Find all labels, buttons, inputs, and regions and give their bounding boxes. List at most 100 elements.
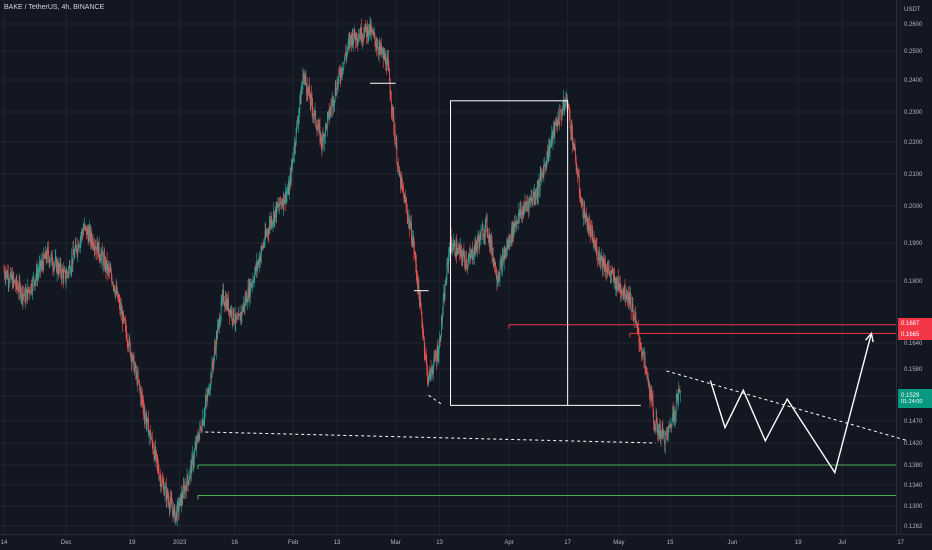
candle-body [490, 240, 492, 248]
candle-body [559, 111, 561, 124]
time-tick-label: 19 [129, 540, 136, 546]
candle-body [267, 230, 269, 233]
candle-body [528, 199, 530, 210]
candle-body [640, 346, 642, 348]
candle-body [564, 103, 565, 112]
candle-body [384, 53, 386, 61]
candle-body [397, 166, 399, 168]
candle-body [317, 128, 319, 130]
candle-body [572, 132, 573, 146]
candle-body [201, 430, 203, 432]
candle-body [581, 202, 583, 206]
candle-body [476, 242, 478, 249]
candle-body [417, 279, 419, 289]
candle-body [659, 424, 661, 432]
candle-body [513, 223, 515, 236]
candle-body [462, 255, 464, 261]
candle-body [263, 244, 265, 246]
candle-body [492, 254, 494, 264]
candle-body [616, 286, 618, 290]
candle-body [304, 76, 306, 78]
candle-body [509, 235, 511, 243]
price-tick-label: 0.1340 [904, 483, 923, 489]
candle-body [218, 320, 220, 327]
candle-body [256, 262, 257, 271]
candle-body [493, 258, 495, 264]
time-axis[interactable]: 14 Dec 19 2023 16 Feb 13 Mar 13 Apr 17 May 15 Jun 19 Ju… [1, 540, 905, 546]
price-tick-label: 0.1470 [904, 419, 923, 425]
candle-body [354, 29, 356, 37]
candle-body [348, 41, 350, 43]
candle-body [197, 436, 199, 440]
candle-body [337, 77, 339, 85]
candle-body [514, 224, 516, 227]
candle-body [538, 180, 540, 186]
candle-body [559, 110, 561, 112]
candle-body [153, 450, 154, 453]
candle-body [596, 246, 598, 259]
candle-body [539, 174, 541, 189]
candle-body [18, 291, 20, 293]
candle-body [250, 283, 252, 287]
candle-body [150, 430, 151, 440]
candle-body [546, 151, 548, 166]
candle-body [29, 289, 31, 293]
candle-body [580, 202, 582, 204]
candle-body [295, 142, 296, 147]
candle-body [270, 218, 272, 225]
candle-body [374, 33, 376, 40]
candle-body [182, 485, 184, 498]
candle-body [17, 286, 18, 288]
range-rectangle[interactable] [450, 100, 569, 406]
candle-body [221, 294, 223, 301]
candle-body [680, 390, 681, 393]
candle-body [610, 273, 612, 275]
candle-body [124, 322, 126, 325]
candle-body [621, 291, 623, 295]
candle-body [516, 220, 518, 223]
candle-body [563, 99, 565, 112]
candle-body [39, 260, 41, 266]
candle-body [223, 302, 225, 305]
candle-body [118, 300, 120, 302]
projection-path[interactable] [709, 333, 873, 475]
candle-body [119, 300, 121, 310]
candle-body [534, 192, 536, 199]
candle-body [624, 284, 626, 299]
candle-body [474, 246, 476, 254]
candle-body [311, 94, 312, 99]
candle-body [641, 347, 642, 353]
candle-body [270, 219, 271, 225]
candle-body [147, 418, 149, 421]
candle-body [581, 201, 583, 206]
candle-body [364, 29, 365, 38]
candle-body [79, 239, 81, 246]
candle-body [16, 278, 18, 287]
candle-body [32, 277, 34, 279]
candle-body [505, 248, 507, 254]
candle-body [301, 88, 303, 93]
candle-body [426, 360, 428, 367]
candle-body [660, 437, 662, 439]
candle-body [84, 224, 86, 227]
price-tick-label: 0.1380 [904, 463, 923, 469]
candle-body [49, 261, 51, 264]
candle-body [392, 106, 393, 114]
candle-body [504, 254, 506, 258]
candle-body [521, 209, 523, 212]
candle-body [224, 304, 226, 306]
dashed-trendline[interactable] [428, 394, 444, 406]
candle-body [453, 241, 455, 244]
candle-body [466, 264, 468, 266]
candle-body [136, 372, 138, 384]
candle-body [651, 390, 653, 396]
candle-body [70, 268, 72, 272]
candle-body [331, 101, 333, 109]
candle-body [268, 225, 270, 233]
candle-body [26, 289, 27, 293]
candle-body [529, 198, 531, 200]
candle-body [178, 502, 179, 511]
candle-body [34, 280, 36, 286]
candle-body [655, 419, 657, 431]
